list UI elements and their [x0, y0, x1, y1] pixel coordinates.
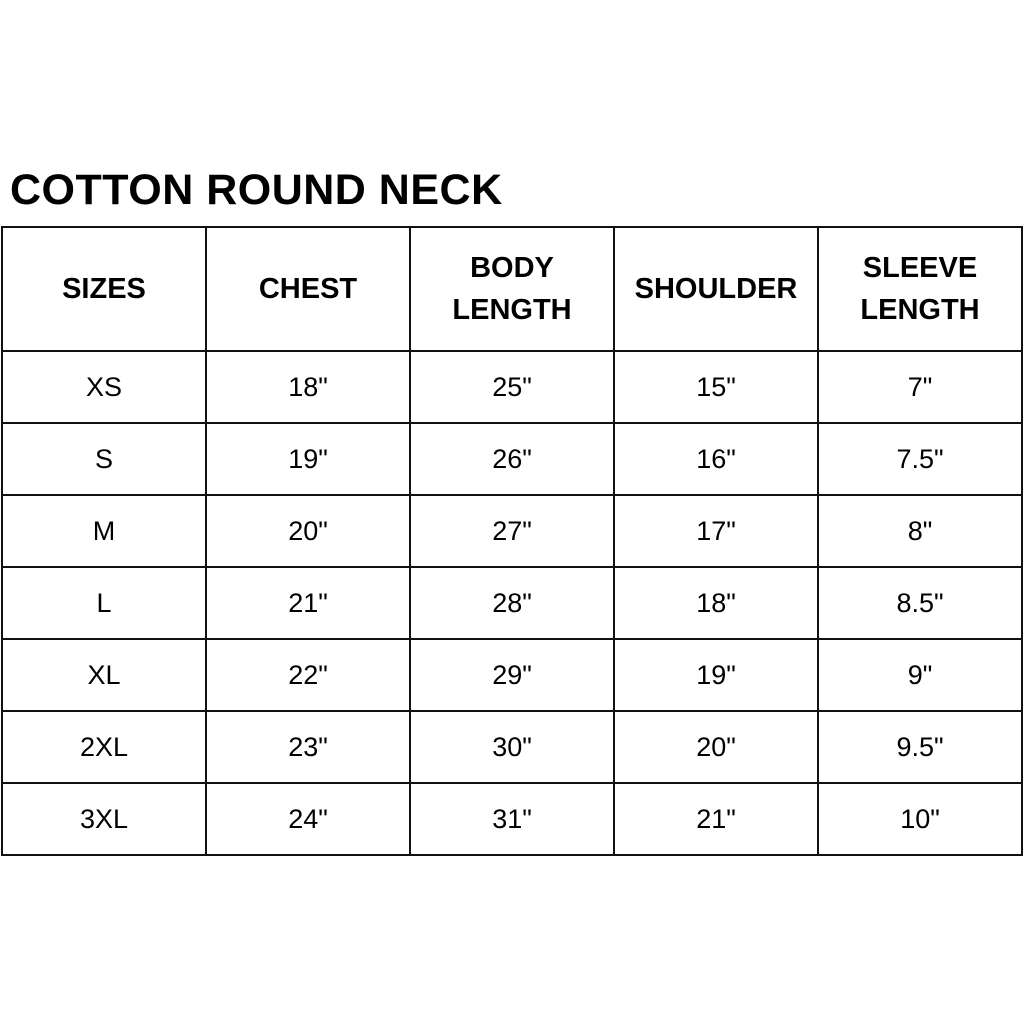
measurement-cell: 20" — [205, 494, 411, 568]
measurement-cell: 16" — [613, 422, 819, 496]
size-cell: L — [1, 566, 207, 640]
measurement-cell: 23" — [205, 710, 411, 784]
measurement-cell: 22" — [205, 638, 411, 712]
measurement-cell: 25" — [409, 350, 615, 424]
column-header-text: SIZES — [62, 273, 146, 305]
size-cell: XS — [1, 350, 207, 424]
size-cell: M — [1, 494, 207, 568]
measurement-cell: 19" — [205, 422, 411, 496]
measurement-cell: 8.5" — [817, 566, 1023, 640]
size-cell: XL — [1, 638, 207, 712]
size-cell: 2XL — [1, 710, 207, 784]
measurement-cell: 9" — [817, 638, 1023, 712]
table-row: M 20" 27" 17" 8" — [1, 494, 1023, 568]
column-header-text: SLEEVE — [862, 252, 978, 284]
column-header: CHEST — [205, 226, 411, 352]
column-header: BODY LENGTH — [409, 226, 615, 352]
size-cell: S — [1, 422, 207, 496]
measurement-cell: 8" — [817, 494, 1023, 568]
measurement-cell: 15" — [613, 350, 819, 424]
measurement-cell: 20" — [613, 710, 819, 784]
table-row: L 21" 28" 18" 8.5" — [1, 566, 1023, 640]
measurement-cell: 24" — [205, 782, 411, 856]
measurement-cell: 26" — [409, 422, 615, 496]
table-body: XS 18" 25" 15" 7" S 19" 26" 16" 7.5" M 20" 27" 17" 8" L… — [1, 350, 1023, 856]
column-header-text: CHEST — [258, 273, 358, 305]
table-row: XL 22" 29" 19" 9" — [1, 638, 1023, 712]
measurement-cell: 28" — [409, 566, 615, 640]
measurement-cell: 18" — [613, 566, 819, 640]
measurement-cell: 18" — [205, 350, 411, 424]
measurement-cell: 7" — [817, 350, 1023, 424]
size-chart-table: SIZES CHEST BODY LENGTH SHOULDER SLEEVE LENGTH… — [1, 226, 1023, 856]
measurement-cell: 21" — [613, 782, 819, 856]
measurement-cell: 31" — [409, 782, 615, 856]
measurement-cell: 7.5" — [817, 422, 1023, 496]
size-cell: 3XL — [1, 782, 207, 856]
column-header-text: BODY — [470, 252, 554, 284]
measurement-cell: 9.5" — [817, 710, 1023, 784]
measurement-cell: 27" — [409, 494, 615, 568]
table-row: 3XL 24" 31" 21" 10" — [1, 782, 1023, 856]
measurement-cell: 21" — [205, 566, 411, 640]
measurement-cell: 17" — [613, 494, 819, 568]
column-header-text: SHOULDER — [634, 273, 798, 305]
column-header: SLEEVE LENGTH — [817, 226, 1023, 352]
measurement-cell: 29" — [409, 638, 615, 712]
measurement-cell: 30" — [409, 710, 615, 784]
table-row: XS 18" 25" 15" 7" — [1, 350, 1023, 424]
header-row: SIZES CHEST BODY LENGTH SHOULDER SLEEVE LENGTH — [1, 226, 1023, 352]
column-header: SIZES — [1, 226, 207, 352]
table-row: S 19" 26" 16" 7.5" — [1, 422, 1023, 496]
table-row: 2XL 23" 30" 20" 9.5" — [1, 710, 1023, 784]
measurement-cell: 19" — [613, 638, 819, 712]
column-header-text: LENGTH — [452, 294, 572, 326]
column-header-text: LENGTH — [860, 294, 980, 326]
column-header: SHOULDER — [613, 226, 819, 352]
page-title: COTTON ROUND NECK — [10, 166, 503, 214]
measurement-cell: 10" — [817, 782, 1023, 856]
